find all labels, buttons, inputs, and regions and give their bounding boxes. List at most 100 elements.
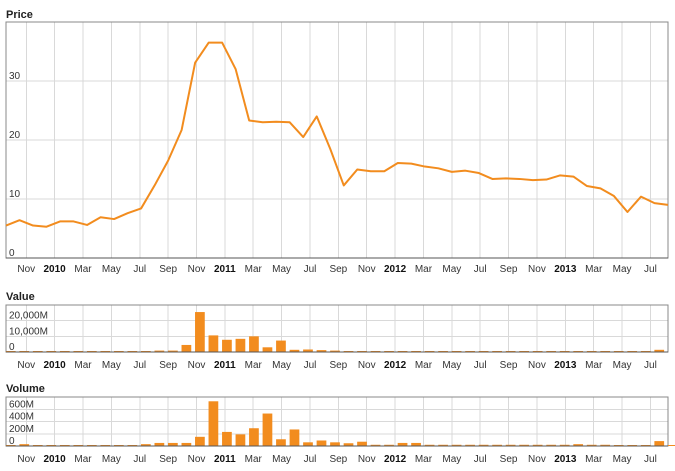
value-bar: [262, 347, 273, 352]
x-tick-label: Nov: [358, 264, 376, 275]
x-tick-label: May: [102, 264, 121, 275]
x-tick-label: Nov: [17, 264, 35, 275]
x-tick-label: 2012: [384, 264, 407, 275]
value-bar: [276, 340, 286, 352]
y-tick-label: 0: [9, 342, 15, 353]
y-tick-label: 200M: [9, 424, 34, 435]
panel-title: Price: [6, 9, 33, 21]
x-tick-label: Jul: [644, 454, 657, 465]
value-bar: [208, 335, 219, 352]
x-tick-label: Mar: [415, 360, 433, 371]
volume-bar: [519, 444, 530, 446]
volume-bar: [19, 444, 30, 446]
volume-bar: [532, 444, 543, 446]
volume-bar: [195, 436, 205, 446]
value-bar: [330, 350, 340, 352]
x-tick-label: May: [442, 264, 461, 275]
x-tick-label: Nov: [528, 360, 546, 371]
x-tick-label: 2010: [44, 264, 67, 275]
x-tick-label: 2010: [44, 454, 67, 465]
volume-bar: [262, 413, 273, 446]
panel-price: Price 0 10 20 30 Nov 2010 Mar May Jul Sep Nov 2011 Ma…: [5, 9, 669, 275]
x-tick-label: 2013: [554, 264, 577, 275]
x-tick-label: Nov: [528, 264, 546, 275]
volume-bar: [154, 442, 165, 446]
y-tick-label: 20,000M: [9, 311, 48, 322]
x-tick-label: Jul: [304, 360, 317, 371]
x-tick-label: Jul: [474, 264, 487, 275]
x-tick-label: Jul: [133, 264, 146, 275]
volume-bar: [140, 444, 151, 446]
y-tick-label: 20: [9, 130, 21, 141]
panel-title: Volume: [6, 383, 45, 395]
volume-bar: [546, 444, 557, 446]
volume-bar: [586, 444, 597, 446]
volume-bar: [478, 444, 489, 446]
y-tick-label: 0: [9, 248, 15, 259]
x-tick-label: Nov: [358, 360, 376, 371]
volume-bar: [573, 444, 584, 446]
x-tick-label: 2012: [384, 360, 407, 371]
x-tick-label: Nov: [528, 454, 546, 465]
x-tick-label: Sep: [329, 454, 347, 465]
x-tick-label: May: [272, 264, 291, 275]
x-tick-label: 2013: [554, 360, 577, 371]
volume-bar: [168, 442, 178, 446]
value-bar: [154, 350, 165, 352]
volume-bar: [397, 442, 408, 446]
x-tick-label: Mar: [74, 264, 92, 275]
volume-bar: [222, 431, 232, 446]
volume-bar: [303, 442, 313, 446]
x-tick-label: Mar: [415, 454, 433, 465]
x-tick-label: Jul: [304, 264, 317, 275]
value-bar: [168, 350, 178, 352]
x-tick-label: Jul: [644, 360, 657, 371]
volume-bar: [559, 444, 570, 446]
price-line: [5, 41, 669, 228]
x-tick-label: Mar: [245, 360, 263, 371]
x-tick-label: Sep: [329, 264, 347, 275]
x-tick-label: Nov: [17, 454, 35, 465]
value-bar: [654, 349, 665, 352]
volume-bar: [667, 445, 675, 446]
x-tick-label: 2013: [554, 454, 577, 465]
x-tick-label: Nov: [358, 454, 376, 465]
value-bar: [303, 349, 313, 352]
x-tick-label: Sep: [159, 454, 177, 465]
x-tick-label: Mar: [74, 360, 92, 371]
value-bar: [249, 336, 259, 352]
volume-bar: [343, 443, 354, 446]
volume-bar: [654, 441, 665, 446]
x-tick-label: Sep: [500, 264, 518, 275]
x-tick-label: Jul: [644, 264, 657, 275]
x-tick-label: May: [613, 264, 632, 275]
y-tick-label: 0: [9, 436, 15, 447]
value-bar: [235, 338, 246, 352]
x-tick-label: 2012: [384, 454, 407, 465]
x-tick-label: Nov: [17, 360, 35, 371]
x-tick-label: Mar: [245, 264, 263, 275]
x-tick-label: May: [102, 360, 121, 371]
volume-bar: [235, 434, 246, 446]
x-tick-label: 2011: [214, 360, 236, 371]
volume-bar: [289, 429, 300, 446]
x-tick-label: Jul: [474, 454, 487, 465]
y-tick-label: 400M: [9, 412, 34, 423]
x-tick-label: Mar: [585, 454, 603, 465]
volume-bar: [451, 444, 462, 446]
x-tick-label: Sep: [159, 360, 177, 371]
x-tick-label: Mar: [585, 360, 603, 371]
volume-bar: [357, 441, 367, 446]
volume-bar: [370, 444, 381, 446]
y-tick-label: 10,000M: [9, 326, 48, 337]
volume-bar: [465, 444, 475, 446]
volume-bar: [181, 442, 192, 446]
x-tick-label: Mar: [74, 454, 92, 465]
plot-frame: [5, 304, 669, 353]
x-tick-label: Sep: [159, 264, 177, 275]
x-tick-label: 2011: [214, 454, 236, 465]
volume-bar: [411, 442, 421, 446]
x-tick-label: Sep: [500, 360, 518, 371]
